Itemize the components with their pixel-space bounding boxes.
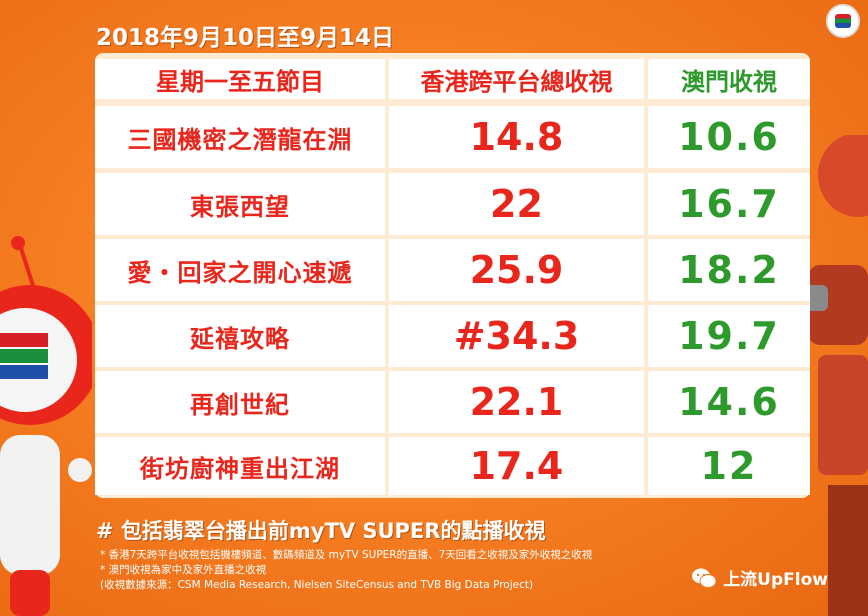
hk-rating: #34.3 (389, 305, 644, 367)
macau-rating: 12 (648, 437, 810, 495)
program-name: 再創世紀 (95, 371, 385, 433)
tvb-logo-icon (826, 4, 860, 38)
macau-rating: 16.7 (648, 173, 810, 235)
hk-rating: 17.4 (389, 437, 644, 495)
hk-rating: 22 (389, 173, 644, 235)
program-name: 三國機密之潛龍在淵 (95, 106, 385, 168)
footnotes: * 香港7天跨平台收視包括機樓頻道、數碼頻道及 myTV SUPER的直播、7天… (100, 548, 592, 593)
note-line: * 香港7天跨平台收視包括機樓頻道、數碼頻道及 myTV SUPER的直播、7天… (100, 549, 593, 561)
hk-rating: 14.8 (389, 106, 644, 168)
hk-rating: 25.9 (389, 239, 644, 301)
note-line: * 澳門收視為家中及家外直播之收視 (100, 564, 267, 576)
date-range-title: 2018年9月10日至9月14日 (96, 25, 395, 51)
watermark-text: 上流UpFlow (723, 570, 828, 590)
program-name: 延禧攻略 (95, 305, 385, 367)
macau-rating: 10.6 (648, 106, 810, 168)
header-program: 星期一至五節目 (95, 59, 385, 99)
wechat-icon (692, 568, 717, 588)
program-name: 街坊廚神重出江湖 (95, 437, 385, 495)
tvb-mascot-icon (0, 236, 92, 616)
header-hk-ratings: 香港跨平台總收視 (389, 59, 644, 99)
wechat-watermark: 上流UpFlow (691, 565, 828, 590)
header-macau-ratings: 澳門收視 (648, 59, 810, 99)
note-line: (收視數據來源：CSM Media Research, Nielsen Site… (100, 579, 534, 591)
hk-rating: 22.1 (389, 371, 644, 433)
macau-rating: 14.6 (648, 371, 810, 433)
footnote-main: # 包括翡翠台播出前myTV SUPER的點播收視 (96, 519, 546, 543)
robot-character-icon (798, 135, 868, 616)
macau-rating: 19.7 (648, 305, 810, 367)
program-name: 愛・回家之開心速遞 (95, 239, 385, 301)
ratings-table: 星期一至五節目 香港跨平台總收視 澳門收視 三國機密之潛龍在淵 14.8 10.… (95, 53, 810, 498)
macau-rating: 18.2 (648, 239, 810, 301)
program-name: 東張西望 (95, 173, 385, 235)
